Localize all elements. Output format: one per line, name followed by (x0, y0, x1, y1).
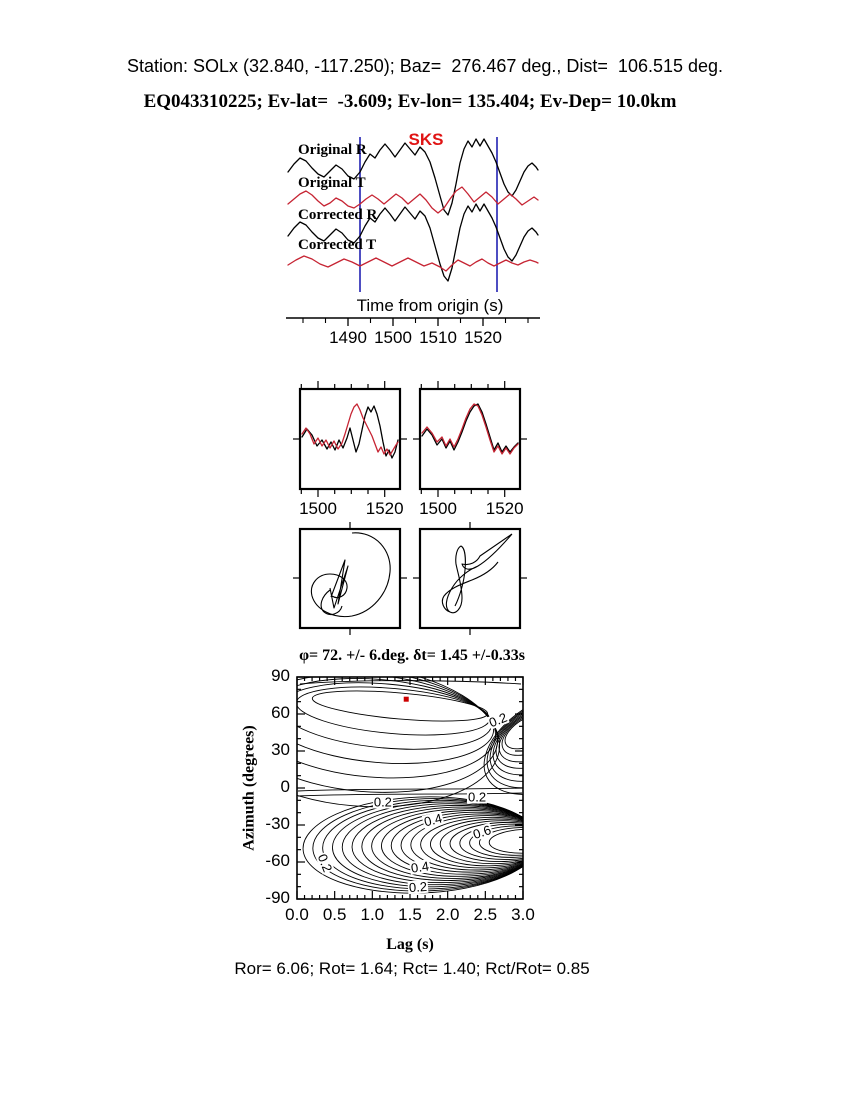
contour-x-tick-label: 1.5 (398, 905, 422, 924)
contour-x-tick-label: 2.0 (435, 905, 460, 924)
contour-title: φ= 72. +/- 6.deg. δt= 1.45 +/-0.33s (299, 647, 525, 664)
contour-y-tick-label: 30 (271, 740, 290, 759)
contour-x-tick-label: 0.0 (285, 905, 309, 924)
trace-label-corrected-t: Corrected T (298, 237, 377, 253)
contour-level-label: 0.2 (466, 789, 488, 805)
time-axis-label: Time from origin (s) (356, 296, 504, 315)
contour-x-tick-label: 0.5 (322, 905, 347, 924)
zoom-panel-left (293, 381, 407, 497)
contour-x-axis-label: Lag (s) (386, 936, 434, 953)
zoom-panel-right (413, 381, 527, 497)
contour-y-tick-label: 90 (271, 666, 290, 685)
particle-motion-panel-left (293, 522, 407, 635)
contour-frame (296, 676, 524, 900)
particle-motion-panel-right (413, 522, 527, 635)
trace-original-t (287, 186, 539, 214)
time-axis-tick-label: 1490 (329, 328, 367, 347)
zoom-panel-tick-label: 1520 (365, 499, 404, 518)
contour-y-tick-label: 60 (271, 703, 290, 722)
contour-y-tick-label: -30 (265, 814, 290, 833)
trace-label-corrected-r: Corrected R (298, 207, 378, 223)
contour-x-tick-label: 1.0 (360, 905, 385, 924)
contour-y-tick-label: -90 (265, 888, 290, 907)
zoom-panel-tick-label: 1500 (299, 499, 337, 518)
result-summary: Ror= 6.06; Rot= 1.64; Rct= 1.40; Rct/Rot… (234, 959, 590, 978)
contour-level-label: 0.4 (408, 858, 431, 876)
best-fit-marker (403, 696, 409, 702)
contour-level-label: 0.2 (407, 878, 429, 895)
event-title: EQ043310225; Ev-lat= -3.609; Ev-lon= 135… (143, 91, 677, 112)
zoom-panel-tick-label: 1520 (485, 499, 524, 518)
trace-label-original-t: Original T (298, 175, 366, 191)
time-axis-tick-label: 1510 (419, 328, 457, 347)
contour-x-tick-label: 2.5 (473, 905, 498, 924)
trace-corrected-r (287, 203, 539, 282)
contour-x-tick-label: 3.0 (511, 905, 535, 924)
trace-original-r (287, 138, 539, 216)
trace-corrected-t (287, 255, 539, 272)
contour-y-tick-label: -60 (265, 851, 290, 870)
contour-y-tick-label: 0 (280, 777, 290, 796)
time-axis (286, 317, 540, 326)
time-axis-tick-label: 1520 (464, 328, 502, 347)
phase-label: SKS (408, 130, 444, 149)
contour-level-label: 0.2 (372, 794, 393, 810)
waveform-overview (287, 137, 539, 292)
station-title: Station: SOLx (32.840, -117.250); Baz= 2… (126, 56, 724, 76)
time-axis-tick-label: 1500 (374, 328, 412, 347)
zoom-panel-tick-label: 1500 (419, 499, 457, 518)
trace-label-original-r: Original R (298, 142, 367, 158)
